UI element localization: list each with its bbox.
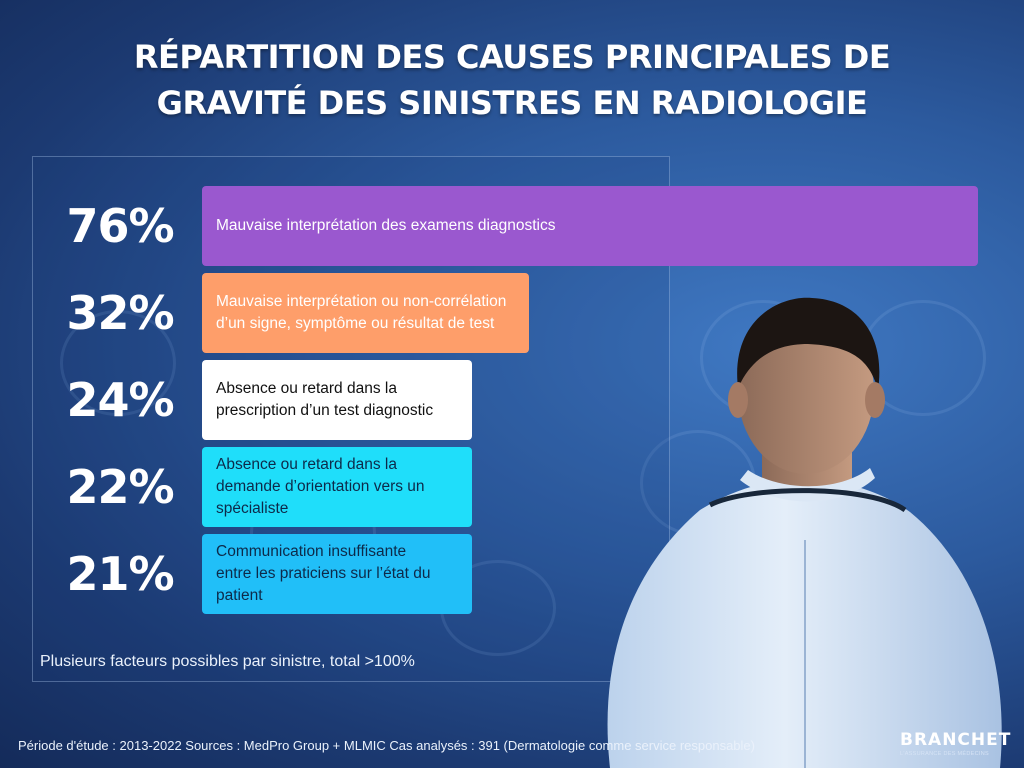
- bar-category-label: Mauvaise interprétation des examens diag…: [216, 217, 556, 234]
- bar-value-label: 76%: [66, 199, 174, 253]
- bar-category-label: Mauvaise interprétation ou non-corrélati…: [216, 293, 507, 332]
- bar-value-label: 22%: [66, 460, 174, 514]
- bar: Absence ou retard dans la demande d’orie…: [202, 447, 472, 527]
- bar-value-label: 32%: [66, 286, 174, 340]
- bar-value-label: 21%: [66, 547, 174, 601]
- chart-title-line-2: GRAVITÉ DES SINISTRES EN RADIOLOGIE: [156, 84, 868, 122]
- branchet-logo: BRANCHET L'ASSURANCE DES MÉDECINS: [900, 730, 1010, 758]
- chart-title-line-1: RÉPARTITION DES CAUSES PRINCIPALES DE: [133, 38, 891, 76]
- bar-category-label: Communication insuffisante entre les pra…: [216, 543, 431, 604]
- bar: Absence ou retard dans la prescription d…: [202, 360, 472, 440]
- doctor-illustration: [607, 297, 1002, 768]
- bar: Mauvaise interprétation ou non-corrélati…: [202, 273, 529, 353]
- bar-category-label: Absence ou retard dans la demande d’orie…: [216, 456, 425, 517]
- logo-tagline: L'ASSURANCE DES MÉDECINS: [900, 751, 989, 757]
- chart-note: Plusieurs facteurs possibles par sinistr…: [40, 653, 415, 670]
- bar: Communication insuffisante entre les pra…: [202, 534, 472, 614]
- background-ring: [60, 310, 176, 416]
- footer-sources: Période d'étude : 2013-2022 Sources : Me…: [18, 738, 755, 753]
- bar-value-label: 24%: [66, 373, 174, 427]
- logo-name: BRANCHET: [900, 730, 1012, 750]
- bar-category-label: Absence ou retard dans la prescription d…: [216, 380, 434, 419]
- chart-title: RÉPARTITION DES CAUSES PRINCIPALES DE GR…: [0, 34, 1024, 126]
- bar: Mauvaise interprétation des examens diag…: [202, 186, 978, 266]
